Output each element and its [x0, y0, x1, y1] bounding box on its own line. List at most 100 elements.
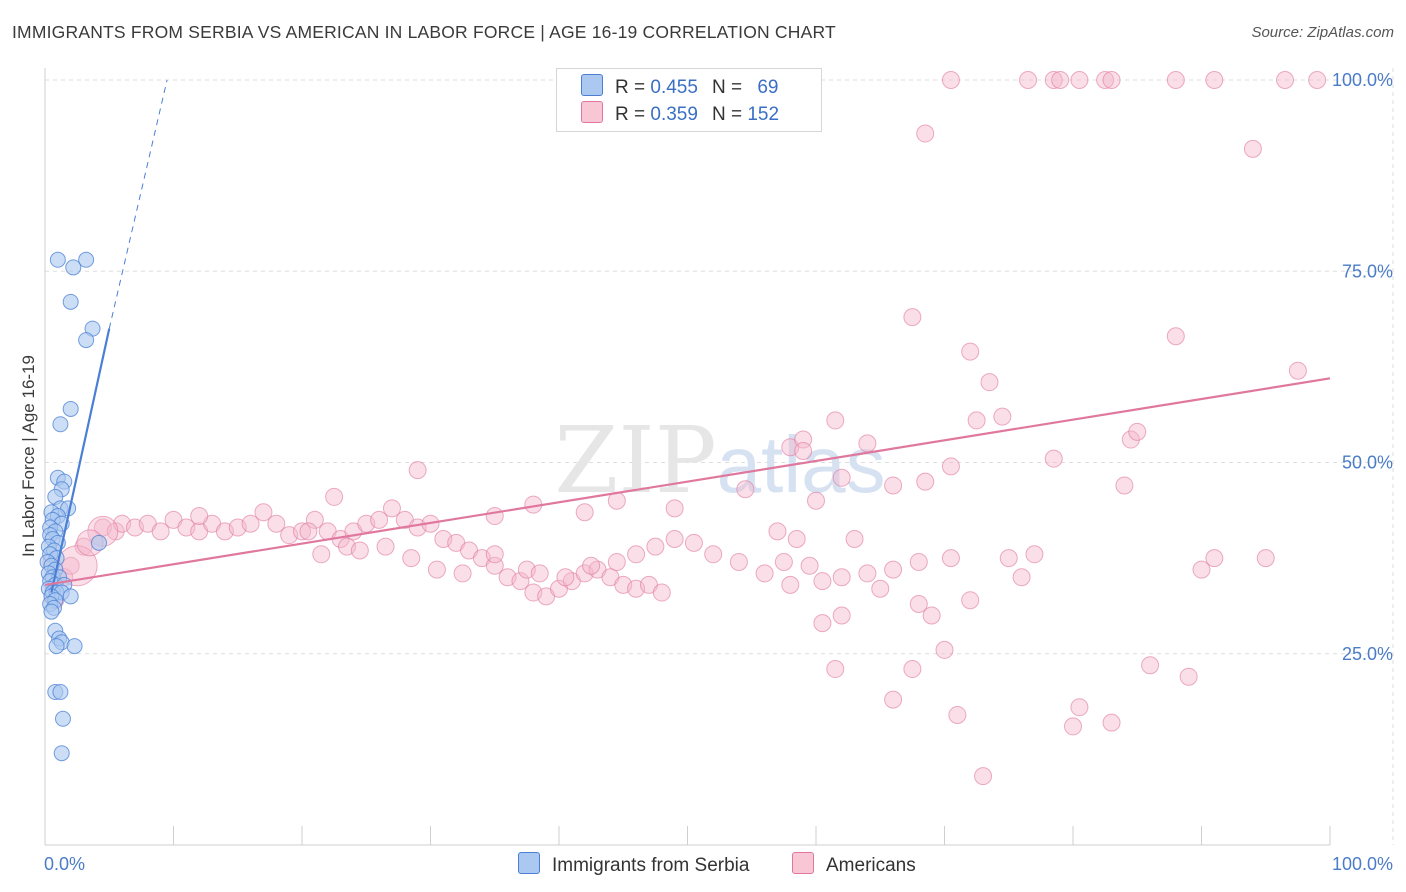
chart-title: IMMIGRANTS FROM SERBIA VS AMERICAN IN LA… [12, 22, 836, 42]
serbia-swatch [581, 74, 603, 96]
legend-n-label: N = [711, 77, 743, 98]
series-legend: Immigrants from Serbia Americans [0, 852, 1406, 878]
americans-point [1179, 667, 1198, 686]
americans-trend-line [44, 377, 1331, 586]
legend-n-value: 152 [747, 104, 780, 125]
x-tick-label: 100.0% [1332, 854, 1393, 874]
americans-point [729, 552, 748, 571]
legend-americans-label: Americans [826, 855, 916, 876]
americans-point [858, 434, 877, 453]
americans-point [646, 537, 665, 556]
americans-point [267, 514, 286, 533]
americans-point [652, 583, 671, 602]
americans-point [607, 552, 626, 571]
americans-point [376, 537, 395, 556]
americans-point [485, 545, 504, 564]
serbia-point [90, 534, 107, 551]
source-label: Source: ZipAtlas.com [1251, 24, 1394, 41]
legend-r-value: 0.359 [650, 104, 698, 125]
americans-point [1192, 560, 1211, 579]
americans-point [704, 545, 723, 564]
serbia-point [54, 710, 71, 727]
americans-point [1243, 139, 1262, 158]
americans-point [1012, 568, 1031, 587]
legend-r-label: R = [615, 104, 646, 125]
americans-point [1025, 545, 1044, 564]
americans-point [826, 660, 845, 679]
americans-point [1308, 71, 1327, 89]
americans-point [1166, 327, 1185, 346]
serbia-points [39, 251, 107, 762]
americans-point [1128, 422, 1147, 441]
americans-point [1276, 71, 1295, 89]
americans-point [884, 560, 903, 579]
americans-point [980, 373, 999, 392]
americans-point [941, 549, 960, 568]
y-axis-title: In Labor Force | Age 16-19 [19, 355, 38, 557]
americans-point [999, 549, 1018, 568]
americans-point [1115, 476, 1134, 495]
americans-point [665, 530, 684, 548]
serbia-trend-line [50, 328, 111, 593]
americans-point [884, 690, 903, 709]
americans-point [884, 476, 903, 495]
americans-point [575, 503, 594, 522]
serbia-point [52, 684, 69, 700]
serbia-point [62, 293, 79, 310]
americans-point [813, 572, 832, 591]
americans-point [871, 579, 890, 598]
americans-point [350, 541, 369, 560]
americans-point [1205, 549, 1224, 568]
americans-point [530, 564, 549, 583]
americans-point [1019, 71, 1038, 89]
americans-point [427, 560, 446, 579]
americans-point [813, 614, 832, 633]
americans-point [832, 568, 851, 587]
legend-serbia-label: Immigrants from Serbia [552, 855, 750, 876]
americans-point [967, 411, 986, 430]
y-tick-label: 25.0% [1342, 644, 1393, 664]
americans-point [974, 767, 993, 786]
americans-point [293, 522, 311, 541]
americans-point [755, 564, 774, 583]
americans-swatch [581, 101, 603, 123]
legend-n-label: N = [711, 104, 743, 125]
americans-point [1096, 71, 1115, 89]
serbia-point [65, 259, 82, 276]
americans-point [408, 461, 427, 480]
americans-point [556, 568, 575, 587]
americans-point [826, 411, 845, 430]
americans-point [370, 510, 389, 529]
americans-point [1288, 361, 1307, 380]
correlation-legend: R = 0.455 N = 69 R = 0.359 N = 152 [556, 68, 822, 132]
americans-point [832, 468, 851, 487]
americans-point [254, 503, 273, 522]
americans-point [1256, 549, 1275, 568]
americans-point [190, 507, 209, 526]
americans-point [305, 510, 324, 529]
trend-lines [44, 79, 1331, 593]
americans-point [453, 564, 472, 583]
y-tick-label: 100.0% [1332, 70, 1393, 90]
axes [44, 68, 1331, 846]
serbia-swatch [518, 852, 540, 874]
americans-point [665, 499, 684, 518]
serbia-point [53, 745, 70, 762]
serbia-trend-extension [108, 79, 168, 329]
americans-point [582, 556, 601, 575]
americans-point [1070, 71, 1089, 89]
legend-item-serbia: Immigrants from Serbia [518, 852, 749, 877]
americans-point [1121, 430, 1140, 449]
americans-point [800, 556, 819, 575]
y-tick-label: 50.0% [1342, 453, 1393, 473]
legend-n-value: 69 [757, 77, 779, 98]
legend-r-value: 0.455 [650, 77, 698, 98]
americans-point [627, 545, 646, 564]
americans-point [916, 124, 935, 143]
serbia-point [48, 638, 65, 655]
americans-point [1051, 71, 1070, 89]
americans-point [402, 549, 421, 568]
legend-row-serbia: R = 0.455 N = 69 [581, 74, 778, 100]
serbia-point [43, 603, 60, 620]
